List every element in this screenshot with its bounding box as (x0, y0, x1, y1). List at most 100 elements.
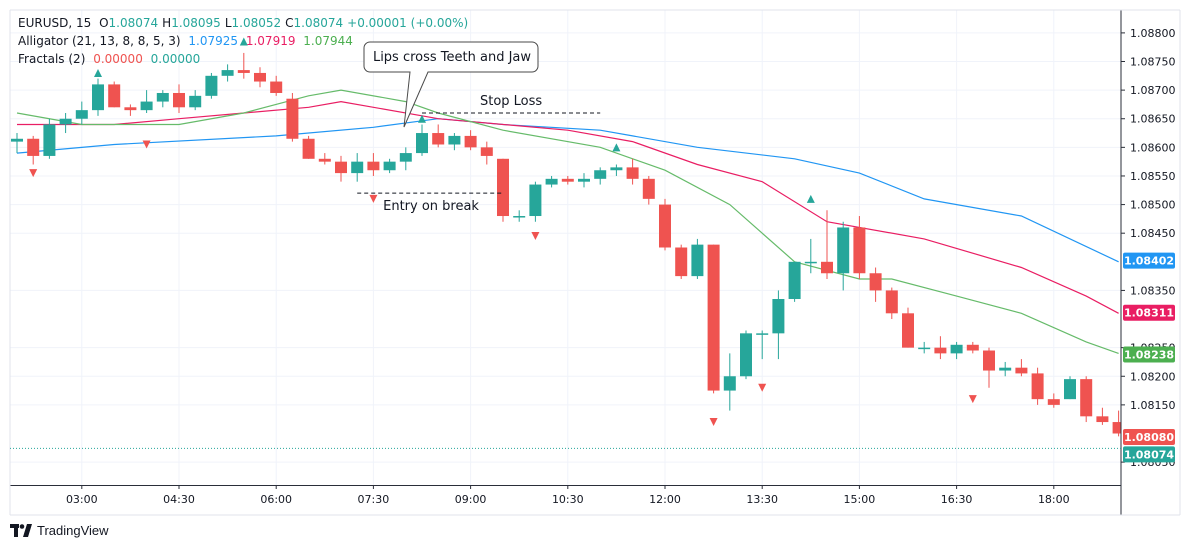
price-label-bg (1123, 428, 1175, 445)
candle-body (707, 244, 720, 391)
candle (642, 175, 655, 205)
candle-body (124, 107, 137, 111)
candle (221, 64, 234, 82)
candle-body (642, 178, 655, 199)
candle (772, 290, 785, 360)
price-label-text: 1.08311 (1124, 307, 1174, 320)
fractal-up-marker (94, 68, 102, 77)
candle (59, 113, 72, 134)
candle-body (869, 273, 882, 291)
candle-body (383, 161, 396, 171)
candle (156, 90, 169, 108)
x-tick-label: 13:30 (746, 493, 778, 506)
candle (578, 173, 590, 188)
candle (1015, 359, 1028, 377)
candle (594, 167, 607, 185)
price-label-text: 1.08080 (1124, 431, 1174, 444)
candle (740, 330, 752, 380)
fractal-markers (29, 37, 977, 427)
price-label: 1.08311 (1123, 304, 1175, 321)
candle-body (853, 227, 866, 274)
candle-body (837, 227, 850, 274)
candle (950, 341, 963, 360)
fractals-value-1: 0.00000 (93, 52, 143, 66)
x-tick-label: 15:00 (844, 493, 876, 506)
candle (92, 78, 104, 116)
alligator-teeth-line (17, 100, 1119, 314)
candle (659, 198, 671, 251)
y-tick-label: 1.08450 (1130, 227, 1176, 240)
candle (270, 75, 283, 96)
candle (399, 147, 412, 171)
candle (351, 153, 364, 182)
candle (999, 361, 1012, 377)
candle-body (480, 147, 493, 156)
candle (43, 118, 56, 159)
fractal-down-marker (29, 169, 38, 178)
candle-body (189, 95, 202, 108)
candle (335, 155, 347, 182)
candle (513, 210, 526, 222)
callout-bubble (363, 41, 539, 128)
candle-body (966, 344, 979, 351)
callout-box: Lips cross Teeth and Jaw (363, 41, 539, 128)
candle (675, 244, 688, 279)
price-label: 1.08074 (1123, 446, 1175, 463)
candle-body (821, 261, 833, 274)
price-label: 1.08080 (1123, 428, 1175, 445)
candle (11, 133, 23, 154)
candle-body (610, 167, 623, 171)
candle (626, 158, 639, 185)
candle-body (772, 299, 785, 334)
candle-body (351, 161, 364, 174)
candle (1112, 410, 1125, 437)
x-tick-label: 16:30 (941, 493, 973, 506)
candle-body (108, 84, 121, 108)
x-tick-label: 04:30 (163, 493, 195, 506)
x-tick-label: 06:00 (260, 493, 292, 506)
candle-body (173, 92, 185, 108)
tradingview-logo[interactable]: TradingView (10, 523, 109, 538)
candle-body (723, 376, 736, 391)
fractal-down-marker (142, 140, 151, 149)
entry-label: Entry on break (383, 199, 479, 214)
candle (853, 216, 866, 279)
y-tick-label: 1.08200 (1130, 370, 1176, 383)
legend-ohlc: EURUSD, 15 O1.08074 H1.08095 L1.08052 C1.08… (18, 16, 476, 30)
candle-body (902, 313, 914, 348)
x-tick-label: 18:00 (1038, 493, 1070, 506)
y-tick-label: 1.08550 (1130, 170, 1176, 183)
jaw-value: 1.07925 (188, 34, 239, 48)
low-value: 1.08052 (231, 16, 282, 30)
open-label: O (99, 16, 109, 30)
y-tick-label: 1.08150 (1130, 399, 1176, 412)
candle (27, 135, 40, 165)
candle (966, 341, 979, 354)
tradingview-brand: TradingView (37, 523, 109, 538)
candle-body (1112, 422, 1125, 434)
candle-body (561, 178, 574, 182)
candle (610, 164, 623, 176)
price-label-bg (1123, 304, 1175, 321)
candle (480, 141, 493, 165)
fractal-down-marker (968, 395, 977, 404)
tradingview-logo-icon (10, 524, 32, 537)
candle-body (578, 178, 590, 182)
candle-body (399, 153, 412, 162)
candle-body (740, 333, 752, 377)
candle (837, 221, 850, 291)
candle-body (156, 92, 169, 102)
candle (918, 341, 931, 354)
candle (1047, 393, 1060, 408)
candle (983, 347, 995, 388)
candle (1064, 376, 1076, 400)
y-tick-label: 1.08500 (1130, 199, 1176, 212)
candle (804, 238, 817, 274)
callout-text: Lips cross Teeth and Jaw (373, 50, 531, 65)
candle (821, 210, 833, 279)
candle-body (513, 216, 526, 218)
candle (367, 153, 380, 176)
candle-body (27, 138, 40, 156)
candle (108, 81, 121, 108)
